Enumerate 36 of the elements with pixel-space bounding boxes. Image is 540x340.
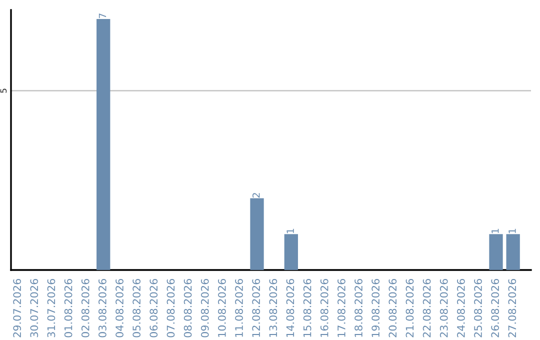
x-tick-label: 09.08.2026 <box>200 278 209 338</box>
data-label: 7 <box>98 14 106 18</box>
x-tick-label: 19.08.2026 <box>372 278 380 337</box>
x-tick-label: 24.08.2026 <box>457 278 465 338</box>
x-tick-label: 05.08.2026 <box>132 278 141 338</box>
x-tick-label: 21.08.2026 <box>406 278 414 338</box>
x-tick-label: 14.08.2026 <box>286 278 294 337</box>
data-label: 1 <box>508 228 516 234</box>
x-tick-label: 01.08.2026 <box>64 278 72 338</box>
data-label: 1 <box>492 228 499 234</box>
x-tick-label: 15.08.2026 <box>303 278 312 337</box>
x-tick-label: 16.08.2026 <box>320 278 328 337</box>
x-tick-label: 30.07.2026 <box>30 278 38 338</box>
data-label: 1 <box>286 228 294 234</box>
x-tick-label: 04.08.2026 <box>116 278 124 338</box>
x-tick-label: 29.07.2026 <box>13 278 22 338</box>
x-tick-label: 20.08.2026 <box>388 278 397 338</box>
x-tick-label: 23.08.2026 <box>440 278 448 338</box>
x-tick-label: 07.08.2026 <box>166 278 175 338</box>
x-tick-label: 26.08.2026 <box>491 278 500 338</box>
x-tick-label: 03.08.2026 <box>98 278 106 338</box>
x-tick-label: 06.08.2026 <box>150 278 158 338</box>
x-tick-label: 22.08.2026 <box>422 278 431 338</box>
x-tick-label: 13.08.2026 <box>269 278 278 337</box>
x-tick-label: 11.08.2026 <box>235 278 243 337</box>
x-tick-label: 17.08.2026 <box>338 278 346 337</box>
x-tick-label: 25.08.2026 <box>474 278 482 338</box>
x-tick-label: 12.08.2026 <box>252 278 260 337</box>
x-tick-label: 31.07.2026 <box>47 278 56 338</box>
y-tick-label: 5 <box>0 88 7 93</box>
x-tick-label: 18.08.2026 <box>354 278 362 337</box>
x-tick-label: 08.08.2026 <box>184 278 192 338</box>
data-label: 2 <box>252 193 260 198</box>
x-tick-label: 02.08.2026 <box>81 278 90 338</box>
x-tick-label: 27.08.2026 <box>508 278 516 338</box>
x-tick-label: 10.08.2026 <box>218 278 226 337</box>
